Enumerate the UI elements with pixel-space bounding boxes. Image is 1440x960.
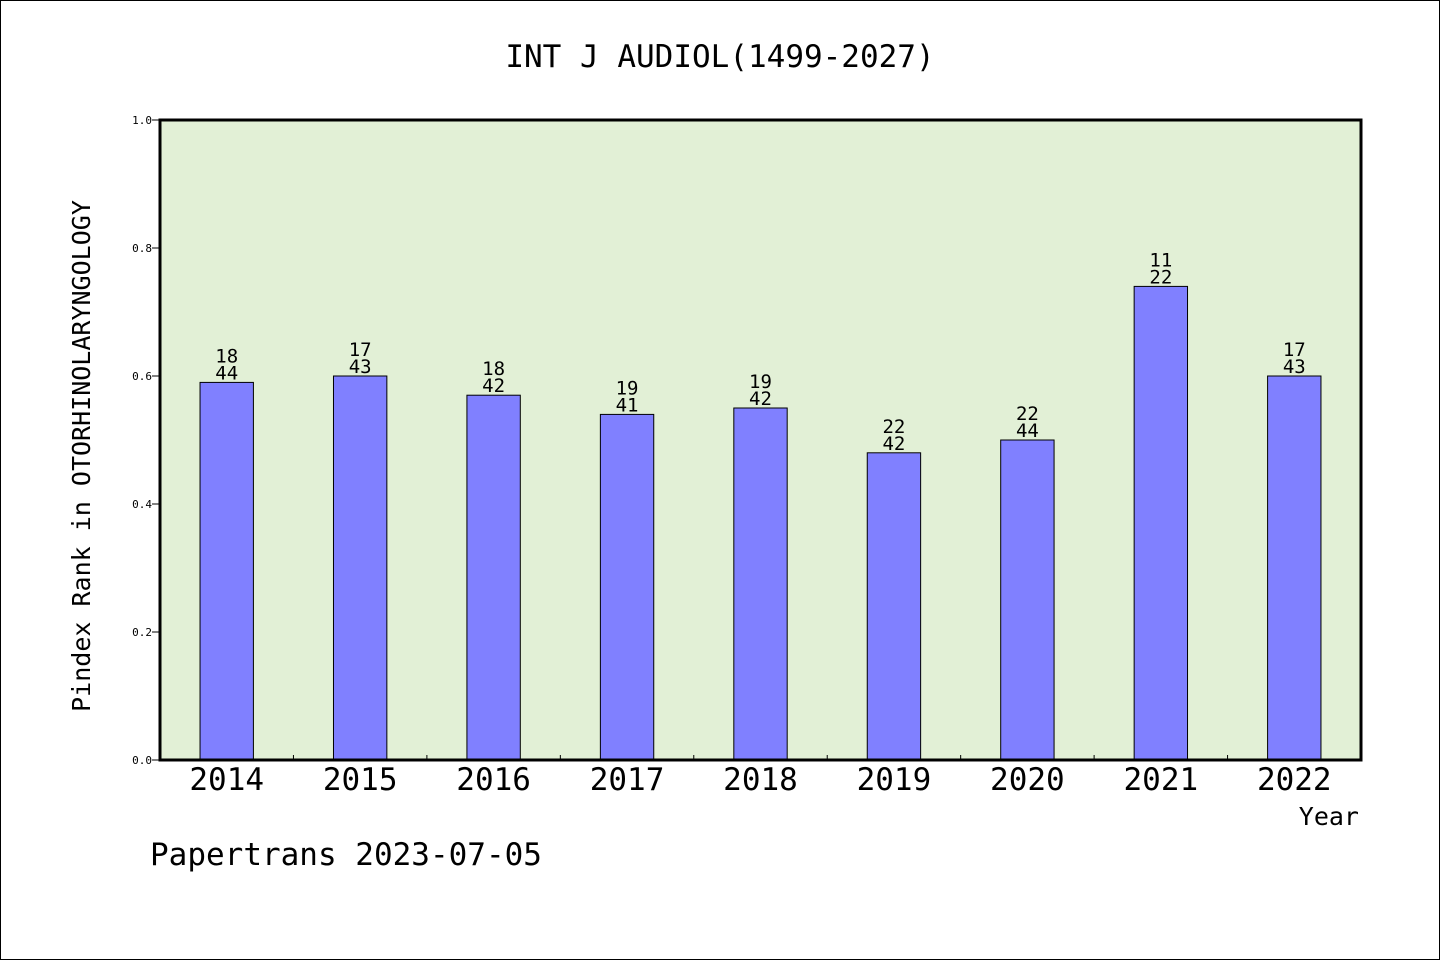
x-tick-label: 2018: [723, 762, 798, 798]
x-tick-label: 2016: [456, 762, 531, 798]
x-tick-label: 2017: [590, 762, 665, 798]
y-axis: 0.0 0.2 0.4 0.6 0.8 1.0: [132, 114, 160, 767]
y-tick-label: 0.4: [132, 498, 152, 511]
bar-2016: [466, 394, 521, 761]
x-tick-label: 2020: [990, 762, 1065, 798]
bar-rank-label: 19: [616, 377, 639, 399]
x-axis-label: Year: [1299, 802, 1359, 831]
x-tick-label: 2015: [323, 762, 398, 798]
bar-rank-label: 17: [349, 339, 372, 361]
bar-2014: [199, 381, 254, 761]
bar-total-label: 43: [349, 356, 372, 378]
x-tick-label: 2021: [1124, 762, 1199, 798]
y-tick-label: 0.2: [132, 626, 152, 639]
x-axis: 2014 2015 2016 2017 2018 2019 2020 2021 2022: [189, 755, 1332, 798]
bar-total-label: 44: [215, 362, 238, 384]
bar-2020: [1000, 439, 1055, 761]
bar-total-label: 41: [616, 394, 639, 416]
bar-total-label: 43: [1283, 356, 1306, 378]
bar-total-label: 42: [749, 388, 772, 410]
x-tick-label: 2019: [857, 762, 932, 798]
chart-title: INT J AUDIOL(1499-2027): [505, 39, 934, 75]
bar-total-label: 22: [1149, 266, 1172, 288]
bar-total-label: 44: [1016, 420, 1039, 442]
y-tick-label: 1.0: [132, 114, 152, 127]
y-axis-label: Pindex Rank in OTORHINOLARYNGOLOGY: [67, 200, 96, 712]
x-tick-label: 2014: [189, 762, 264, 798]
bar-2022: [1267, 375, 1322, 761]
bar-total-label: 42: [482, 375, 505, 397]
plot-frame: [158, 118, 1363, 762]
bar-rank-label: 19: [749, 371, 772, 393]
y-tick-label: 0.8: [132, 242, 152, 255]
bar-total-label: 42: [882, 433, 905, 455]
bar-rank-label: 17: [1283, 339, 1306, 361]
x-tick-label: 2022: [1257, 762, 1332, 798]
y-tick-label: 0.6: [132, 370, 152, 383]
bar-2019: [866, 452, 922, 761]
bar-rank-label: 18: [215, 345, 238, 367]
bar-rank-label: 11: [1149, 249, 1172, 271]
bar-2017: [599, 413, 655, 761]
bar-2018: [733, 407, 788, 761]
footer-text: Papertrans 2023-07-05: [150, 837, 542, 873]
y-tick-label: 0.0: [132, 754, 152, 767]
bar-2021: [1133, 285, 1189, 761]
bar-rank-label: 22: [1016, 403, 1039, 425]
bar-2015: [332, 375, 388, 761]
bar-rank-label: 22: [882, 416, 905, 438]
bar-rank-label: 18: [482, 358, 505, 380]
